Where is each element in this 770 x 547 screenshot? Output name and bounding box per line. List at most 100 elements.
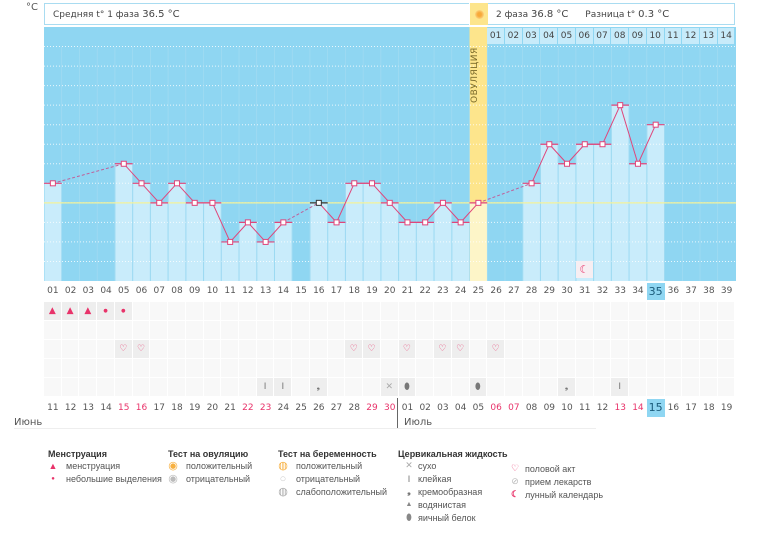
day-cell[interactable] <box>239 302 257 321</box>
sticky-icon[interactable]: I <box>611 378 630 397</box>
day-cell[interactable] <box>150 378 169 397</box>
day-cell[interactable] <box>363 359 381 378</box>
egg-white-icon[interactable]: ⬮ <box>398 378 417 397</box>
day-cell[interactable] <box>345 359 364 378</box>
day-cell[interactable] <box>451 321 470 340</box>
day-cell[interactable] <box>274 302 293 321</box>
day-cell[interactable] <box>309 302 328 321</box>
cycle-day-label[interactable]: 30 <box>561 286 573 296</box>
day-cell[interactable] <box>239 340 257 359</box>
day-cell[interactable] <box>239 378 257 397</box>
day-cell[interactable] <box>700 321 718 340</box>
date-label[interactable]: 04 <box>454 403 467 413</box>
day-cell[interactable] <box>345 302 364 321</box>
egg-white-icon[interactable]: ⬮ <box>469 378 488 397</box>
day-cell[interactable] <box>185 378 204 397</box>
sticky-icon[interactable]: I <box>274 378 293 397</box>
day-cell[interactable] <box>114 359 133 378</box>
day-cell[interactable] <box>114 378 133 397</box>
day-cell[interactable] <box>168 359 186 378</box>
menstruation-icon[interactable]: ▲ <box>79 302 98 321</box>
cycle-day-label[interactable]: 33 <box>614 286 626 296</box>
cycle-day-label[interactable]: 20 <box>383 286 396 296</box>
day-cell[interactable] <box>451 302 470 321</box>
day-cell[interactable] <box>575 302 594 321</box>
day-cell[interactable] <box>646 359 665 378</box>
date-label[interactable]: 17 <box>685 403 697 413</box>
date-label[interactable]: 06 <box>490 403 502 413</box>
light-discharge-icon[interactable]: ● <box>114 302 133 321</box>
day-cell[interactable] <box>256 321 275 340</box>
sticky-icon[interactable]: I <box>256 378 275 397</box>
heart-icon[interactable]: ♡ <box>132 340 151 359</box>
date-label[interactable]: 13 <box>82 403 95 413</box>
day-cell[interactable] <box>97 378 115 397</box>
day-cell[interactable] <box>168 302 186 321</box>
day-cell[interactable] <box>398 359 417 378</box>
day-cell[interactable] <box>44 378 62 397</box>
cycle-day-label[interactable]: 31 <box>579 286 591 296</box>
day-cell[interactable] <box>79 321 98 340</box>
date-label[interactable]: 15 <box>118 403 130 413</box>
day-cell[interactable] <box>309 340 328 359</box>
heart-icon[interactable]: ♡ <box>451 340 470 359</box>
day-cell[interactable] <box>61 359 80 378</box>
day-cell[interactable] <box>292 321 310 340</box>
day-cell[interactable] <box>327 302 346 321</box>
day-cell[interactable] <box>522 321 541 340</box>
day-cell[interactable] <box>132 321 151 340</box>
date-label[interactable]: 10 <box>561 403 573 413</box>
day-cell[interactable] <box>487 359 505 378</box>
day-cell[interactable] <box>434 359 452 378</box>
day-cell[interactable] <box>274 340 293 359</box>
day-cell[interactable] <box>469 340 488 359</box>
day-cell[interactable] <box>682 340 700 359</box>
day-cell[interactable] <box>504 302 523 321</box>
day-cell[interactable] <box>700 302 718 321</box>
cycle-day-label[interactable]: 03 <box>82 286 95 296</box>
day-cell[interactable] <box>664 302 683 321</box>
day-cell[interactable] <box>132 378 151 397</box>
day-cell[interactable] <box>682 321 700 340</box>
day-cell[interactable] <box>363 321 381 340</box>
date-label[interactable]: 29 <box>366 403 378 413</box>
day-cell[interactable] <box>185 359 204 378</box>
light-discharge-icon[interactable]: ● <box>97 302 115 321</box>
day-cell[interactable] <box>611 302 630 321</box>
day-cell[interactable] <box>611 321 630 340</box>
cycle-day-label[interactable]: 10 <box>206 286 219 296</box>
day-cell[interactable] <box>292 340 310 359</box>
cycle-day-label[interactable]: 06 <box>135 286 148 296</box>
heart-icon[interactable]: ♡ <box>398 340 417 359</box>
day-cell[interactable] <box>292 359 310 378</box>
day-cell[interactable] <box>185 340 204 359</box>
cycle-day-label[interactable]: 04 <box>100 286 112 296</box>
date-label[interactable]: 09 <box>543 403 556 413</box>
day-cell[interactable] <box>256 340 275 359</box>
date-label[interactable]: 26 <box>313 403 325 413</box>
day-cell[interactable] <box>203 302 222 321</box>
cycle-day-label[interactable]: 25 <box>472 286 485 296</box>
day-cell[interactable] <box>44 340 62 359</box>
day-cell[interactable] <box>345 378 364 397</box>
day-cell[interactable] <box>575 321 594 340</box>
day-cell[interactable] <box>682 378 700 397</box>
day-cell[interactable] <box>434 321 452 340</box>
day-cell[interactable] <box>380 359 399 378</box>
day-cell[interactable] <box>469 321 488 340</box>
day-cell[interactable] <box>522 302 541 321</box>
day-cell[interactable] <box>611 359 630 378</box>
date-label[interactable]: 18 <box>171 403 183 413</box>
day-cell[interactable] <box>114 321 133 340</box>
day-cell[interactable] <box>504 359 523 378</box>
day-cell[interactable] <box>593 321 612 340</box>
day-cell[interactable] <box>150 340 169 359</box>
day-cell[interactable] <box>44 359 62 378</box>
day-cell[interactable] <box>61 340 80 359</box>
date-label[interactable]: 15 <box>646 399 665 417</box>
cycle-day-label[interactable]: 36 <box>667 286 680 296</box>
date-label[interactable]: 08 <box>525 403 538 413</box>
day-cell[interactable] <box>185 321 204 340</box>
day-cell[interactable] <box>629 378 647 397</box>
day-cell[interactable] <box>380 302 399 321</box>
